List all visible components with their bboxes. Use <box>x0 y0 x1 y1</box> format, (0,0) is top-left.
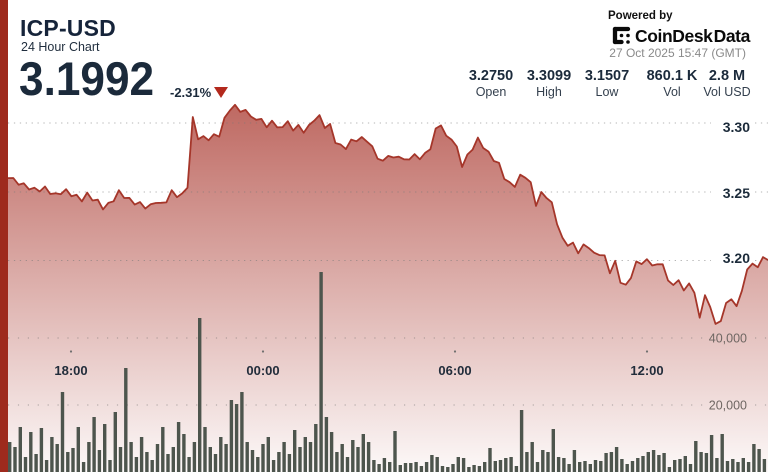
svg-text:12:00: 12:00 <box>630 363 663 378</box>
svg-text:3.20: 3.20 <box>723 250 750 266</box>
svg-text:3.25: 3.25 <box>723 185 750 201</box>
svg-text:00:00: 00:00 <box>246 363 279 378</box>
svg-text:40,000: 40,000 <box>709 332 747 346</box>
svg-text:18:00: 18:00 <box>54 363 87 378</box>
svg-text:3.30: 3.30 <box>723 119 750 135</box>
svg-text:20,000: 20,000 <box>709 399 747 413</box>
svg-text:06:00: 06:00 <box>438 363 471 378</box>
